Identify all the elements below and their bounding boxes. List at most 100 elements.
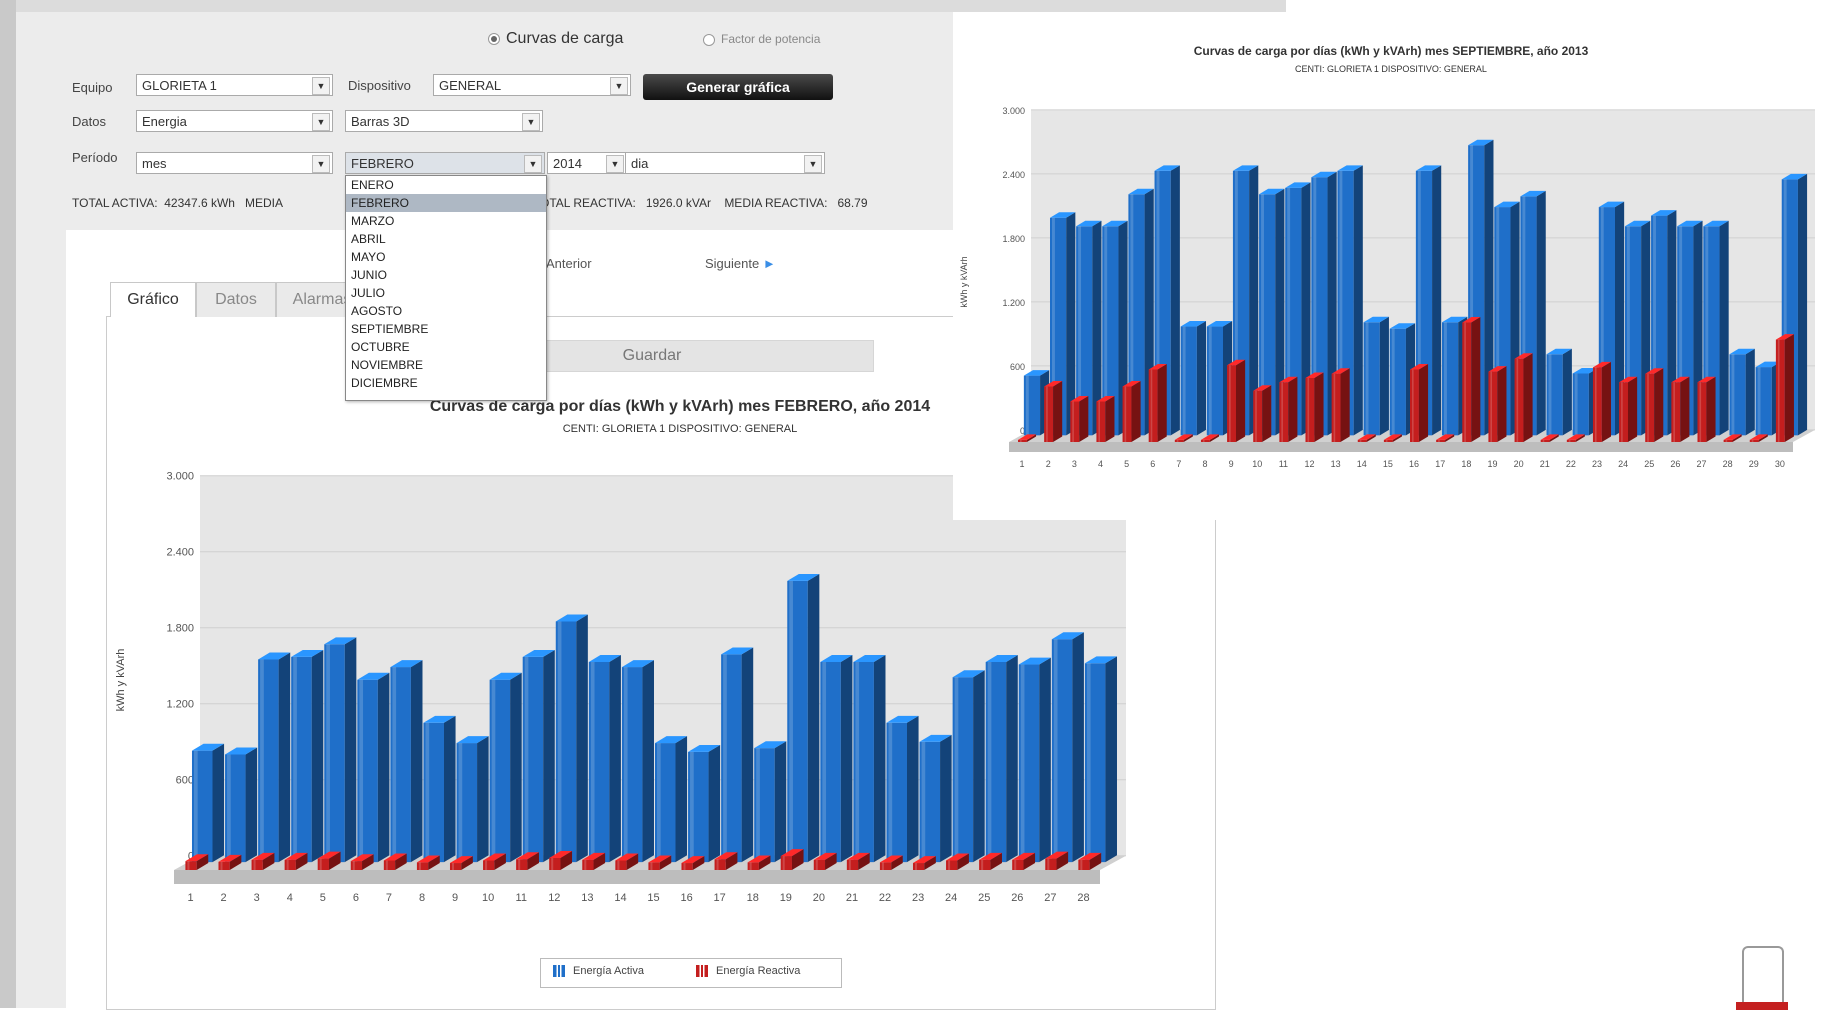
bar-energia-reactiva[interactable] <box>1462 317 1481 442</box>
bar-energia-reactiva[interactable] <box>317 851 341 870</box>
month-option[interactable]: FEBRERO <box>346 194 546 212</box>
bar-energia-activa[interactable] <box>688 744 721 863</box>
bar-energia-reactiva[interactable] <box>1122 381 1141 442</box>
radio-factor-de-potencia[interactable]: Factor de potencia <box>703 32 820 46</box>
bar-energia-activa[interactable] <box>820 655 853 863</box>
bar-energia-activa[interactable] <box>721 647 754 863</box>
bar-energia-reactiva[interactable] <box>1200 434 1220 442</box>
bar-energia-activa[interactable] <box>456 736 489 863</box>
bar-energia-activa[interactable] <box>555 614 588 863</box>
legend-item-reactiva[interactable]: Energía Reactiva <box>696 965 800 978</box>
dispositivo-select[interactable]: GENERAL ▼ <box>433 74 631 96</box>
equipo-select[interactable]: GLORIETA 1 ▼ <box>136 74 333 96</box>
bar-energia-reactiva[interactable] <box>1645 368 1664 442</box>
anterior-link[interactable]: Anterior <box>546 256 592 271</box>
bar-energia-reactiva[interactable] <box>1070 395 1089 442</box>
bar-energia-reactiva[interactable] <box>1331 368 1350 442</box>
bar-energia-activa[interactable] <box>919 734 952 863</box>
bar-energia-reactiva[interactable] <box>879 855 903 870</box>
bar-energia-reactiva[interactable] <box>350 854 374 870</box>
bar-energia-activa[interactable] <box>291 649 324 863</box>
siguiente-link[interactable]: Siguiente ► <box>705 256 776 271</box>
bar-energia-reactiva[interactable] <box>780 849 804 870</box>
bar-energia-reactiva[interactable] <box>1174 434 1193 442</box>
bar-energia-reactiva[interactable] <box>516 852 539 870</box>
bar-energia-activa[interactable] <box>522 649 555 863</box>
bar-energia-reactiva[interactable] <box>1671 376 1690 442</box>
bar-energia-activa[interactable] <box>225 747 258 863</box>
bar-energia-reactiva[interactable] <box>1488 366 1507 442</box>
bar-energia-reactiva[interactable] <box>1078 852 1102 870</box>
month-option[interactable]: ENERO <box>351 178 394 192</box>
datos-select[interactable]: Energia ▼ <box>136 110 333 132</box>
bar-energia-activa[interactable] <box>985 655 1018 863</box>
month-option[interactable]: AGOSTO <box>351 304 403 318</box>
bar-energia-activa[interactable] <box>1018 657 1051 863</box>
bar-energia-reactiva[interactable] <box>1012 852 1036 870</box>
bar-energia-reactiva[interactable] <box>1775 334 1794 442</box>
bar-energia-reactiva[interactable] <box>1723 434 1742 442</box>
generar-grafica-button[interactable]: Generar gráfica <box>643 74 833 100</box>
month-option[interactable]: OCTUBRE <box>351 340 410 354</box>
bar-energia-activa[interactable] <box>489 672 522 863</box>
bar-energia-activa[interactable] <box>787 573 820 863</box>
bar-energia-activa[interactable] <box>588 655 621 863</box>
bar-energia-activa[interactable] <box>853 655 886 863</box>
year-select[interactable]: 2014 ▼ <box>547 152 627 174</box>
bar-energia-reactiva[interactable] <box>1619 376 1638 442</box>
bar-energia-reactiva[interactable] <box>1540 434 1559 442</box>
bar-energia-reactiva[interactable] <box>1305 372 1324 442</box>
window-icon[interactable] <box>1736 946 1788 1010</box>
bar-energia-reactiva[interactable] <box>747 855 771 870</box>
bar-energia-activa[interactable] <box>754 741 787 863</box>
bar-energia-reactiva[interactable] <box>185 854 209 870</box>
bar-energia-activa[interactable] <box>1180 321 1207 436</box>
bar-energia-reactiva[interactable] <box>615 853 639 870</box>
bar-energia-reactiva[interactable] <box>846 852 870 870</box>
bar-energia-activa[interactable] <box>886 715 919 863</box>
bar-energia-reactiva[interactable] <box>549 851 573 870</box>
bar-energia-reactiva[interactable] <box>483 853 506 870</box>
bar-energia-reactiva[interactable] <box>1566 434 1585 442</box>
bar-energia-activa[interactable] <box>1206 321 1233 436</box>
month-option[interactable]: JULIO <box>351 286 386 300</box>
bar-energia-activa[interactable] <box>621 660 654 863</box>
bar-energia-reactiva[interactable] <box>1096 395 1115 442</box>
bar-energia-activa[interactable] <box>324 637 357 863</box>
bar-energia-activa[interactable] <box>1051 632 1084 863</box>
bar-energia-activa[interactable] <box>654 736 688 863</box>
bar-energia-reactiva[interactable] <box>1436 434 1455 442</box>
bar-energia-activa[interactable] <box>258 652 291 863</box>
bar-energia-activa[interactable] <box>1311 171 1337 436</box>
bar-energia-reactiva[interactable] <box>1749 434 1768 442</box>
tipo-grafica-select[interactable]: Barras 3D ▼ <box>345 110 543 132</box>
bar-energia-activa[interactable] <box>1076 220 1102 436</box>
bar-energia-reactiva[interactable] <box>946 853 969 870</box>
bar-energia-reactiva[interactable] <box>648 855 672 870</box>
month-option[interactable]: SEPTIEMBRE <box>351 322 429 336</box>
bar-energia-reactiva[interactable] <box>714 852 738 870</box>
bar-energia-activa[interactable] <box>952 670 985 863</box>
bar-energia-activa[interactable] <box>1546 348 1572 436</box>
bar-energia-reactiva[interactable] <box>1410 363 1429 442</box>
month-option[interactable]: NOVIEMBRE <box>351 358 424 372</box>
bar-energia-activa[interactable] <box>1049 212 1076 436</box>
bar-energia-reactiva[interactable] <box>1148 363 1167 442</box>
bar-energia-reactiva[interactable] <box>251 852 275 870</box>
bar-energia-activa[interactable] <box>191 743 225 863</box>
month-option[interactable]: MARZO <box>351 214 395 228</box>
bar-energia-reactiva[interactable] <box>1227 359 1246 442</box>
bar-energia-reactiva[interactable] <box>1045 851 1069 870</box>
month-option[interactable]: DICIEMBRE <box>351 376 418 390</box>
bar-energia-activa[interactable] <box>390 660 423 863</box>
bar-energia-reactiva[interactable] <box>383 853 407 870</box>
bar-energia-reactiva[interactable] <box>582 852 606 870</box>
month-option[interactable]: MAYO <box>351 250 386 264</box>
vista-select[interactable]: dia ▼ <box>625 152 825 174</box>
bar-energia-activa[interactable] <box>357 672 390 863</box>
bar-energia-activa[interactable] <box>1363 316 1389 436</box>
bar-energia-reactiva[interactable] <box>1018 434 1037 442</box>
bar-energia-reactiva[interactable] <box>979 852 1002 870</box>
bar-energia-activa[interactable] <box>1084 656 1117 863</box>
bar-energia-reactiva[interactable] <box>416 855 440 870</box>
